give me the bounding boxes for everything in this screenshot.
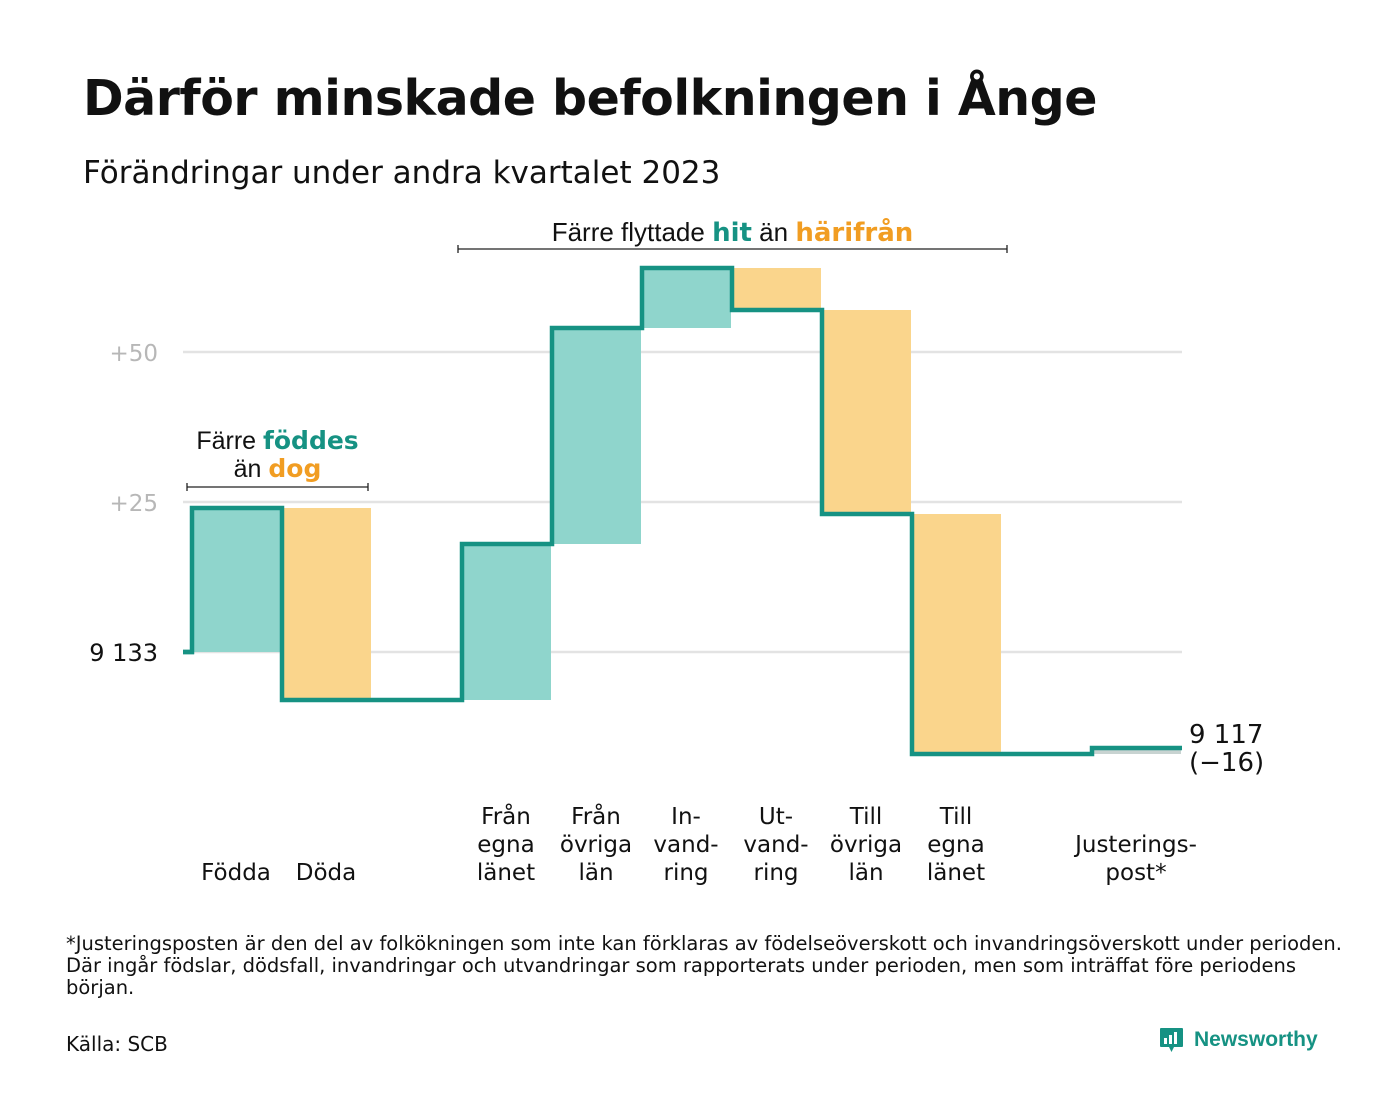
bar <box>282 508 371 700</box>
bar <box>642 268 731 328</box>
footnote: *Justeringsposten är den del av folkökni… <box>66 932 1342 999</box>
x-category-label: egna <box>927 832 984 858</box>
annotation-segment: dog <box>268 454 321 483</box>
x-category-label: länet <box>927 860 985 886</box>
cumulative-line <box>183 265 1182 757</box>
x-category-label: Från <box>481 802 531 830</box>
bar <box>912 514 1001 754</box>
x-category-label: länet <box>477 860 535 886</box>
x-category-label: egna <box>477 832 534 858</box>
x-category-label: Justerings- <box>1073 832 1197 858</box>
annotation-segment: föddes <box>263 426 359 455</box>
x-category-label: Födda <box>201 860 271 886</box>
x-category-label: post* <box>1105 860 1166 886</box>
chart-title: Därför minskade befolkningen i Ånge <box>83 70 1098 127</box>
x-category-label: län <box>848 860 883 886</box>
bar <box>1092 748 1181 754</box>
annotation-segment: Färre <box>196 427 263 455</box>
annotation-segment: än <box>752 217 795 247</box>
bar <box>732 268 821 310</box>
end-value-label: 9 117 <box>1189 720 1263 750</box>
x-category-label: vand- <box>743 832 808 858</box>
x-category-label: Döda <box>296 860 356 886</box>
x-category-label: In- <box>671 804 701 830</box>
x-category-label: ring <box>753 860 798 886</box>
x-category-label: Till <box>939 804 973 830</box>
annotation-segment: hit <box>712 218 752 248</box>
annotation-migration: Färre flyttade hit än härifrån <box>552 216 914 248</box>
x-category-label: Ut- <box>759 804 793 830</box>
bar <box>192 508 281 652</box>
x-category-label: Från <box>571 802 621 830</box>
annotation-segment: Färre flyttade <box>552 217 712 247</box>
bar <box>822 310 911 514</box>
brand-logo: Newsworthy <box>1159 1027 1318 1053</box>
brand-name: Newsworthy <box>1194 1028 1318 1051</box>
x-category-label: övriga <box>560 832 632 858</box>
x-category-label: län <box>578 860 613 886</box>
annotation-births-deaths-line2: än dog <box>234 454 322 483</box>
y-tick-label: +50 <box>109 341 158 367</box>
x-category-label: ring <box>663 860 708 886</box>
x-category-label: övriga <box>830 832 902 858</box>
annotation-segment: än <box>234 455 269 483</box>
source-label: Källa: SCB <box>66 1032 168 1056</box>
start-value-label: 9 133 <box>89 639 158 667</box>
annotation-births-deaths-line1: Färre föddes <box>196 426 358 455</box>
bar <box>552 328 641 544</box>
y-tick-label: +25 <box>109 491 158 517</box>
annotation-segment: härifrån <box>795 216 913 248</box>
x-category-label: Till <box>849 804 883 830</box>
bar <box>462 544 551 700</box>
x-category-label: vand- <box>653 832 718 858</box>
chart-subtitle: Förändringar under andra kvartalet 2023 <box>83 155 721 191</box>
end-value-label: (−16) <box>1189 748 1264 778</box>
newsworthy-logo-icon <box>1160 1028 1183 1052</box>
